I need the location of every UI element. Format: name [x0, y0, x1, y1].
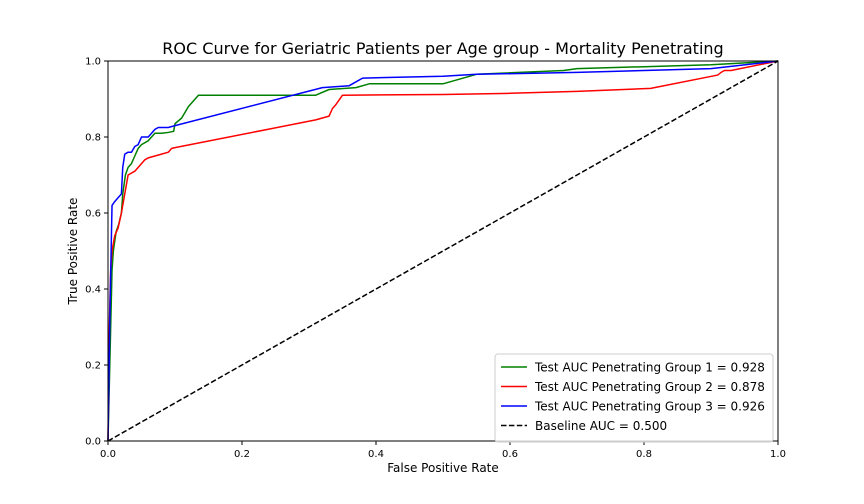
legend-label-2: Test AUC Penetrating Group 2 = 0.878: [534, 380, 765, 394]
series-line-3: [107, 60, 779, 442]
plot-frame: [107, 60, 779, 442]
legend-label-1: Test AUC Penetrating Group 1 = 0.928: [534, 361, 765, 375]
y-tick-label: 0.4: [85, 285, 101, 296]
legend-box: [494, 353, 774, 443]
x-tick-label: 0.2: [234, 449, 250, 460]
plot-area: 0.0 0.2 0.4 0.6 0.8 1.0 0.0 0.2 0.4 0.6 0.8 1.0: [85, 57, 786, 461]
series-line-2: [107, 60, 779, 442]
x-tick-label: 0.0: [100, 449, 116, 460]
legend-label-3: Test AUC Penetrating Group 3 = 0.926: [534, 400, 765, 414]
x-tick-label: 0.8: [636, 449, 652, 460]
x-axis-label: False Positive Rate: [387, 461, 499, 475]
series-line-4: [107, 60, 779, 442]
legend-label-4: Baseline AUC = 0.500: [535, 419, 667, 433]
x-tick-label: 0.4: [368, 449, 384, 460]
legend: Test AUC Penetrating Group 1 = 0.928 Test…: [494, 353, 774, 443]
chart-title: ROC Curve for Geriatric Patients per Age…: [162, 39, 723, 58]
y-tick-label: 0.0: [85, 437, 101, 448]
y-tick-label: 1.0: [85, 57, 101, 68]
y-tick-label: 0.8: [85, 133, 101, 144]
x-tick-label: 1.0: [770, 449, 786, 460]
x-tick-label: 0.6: [502, 449, 518, 460]
y-tick-label: 0.2: [85, 361, 101, 372]
y-axis-label: True Positive Rate: [66, 198, 80, 306]
y-tick-label: 0.6: [85, 209, 101, 220]
